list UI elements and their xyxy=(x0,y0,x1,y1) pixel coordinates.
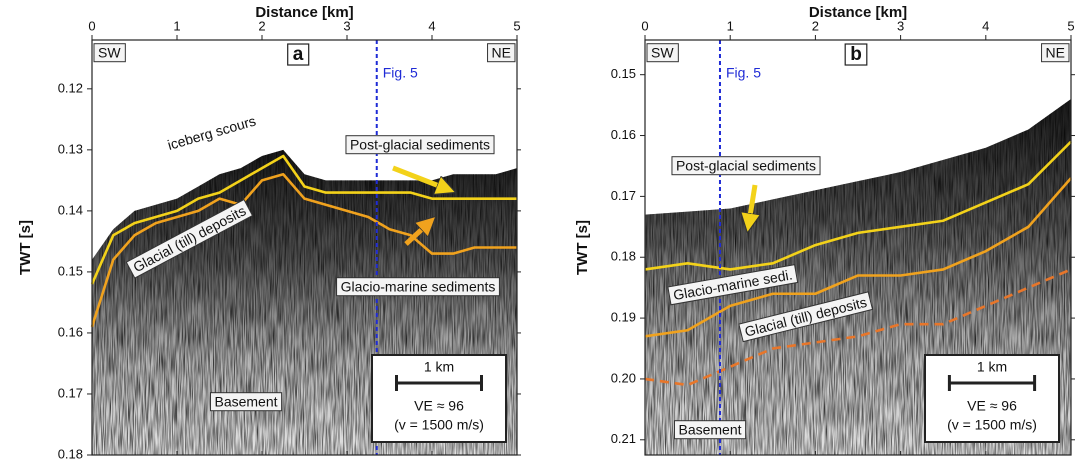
annotation-label: NE xyxy=(1046,45,1065,61)
x-tick-label: 0 xyxy=(641,18,648,33)
y-tick-label: 0.18 xyxy=(58,446,83,461)
label-box xyxy=(93,43,126,63)
label-box xyxy=(673,420,747,440)
label-box xyxy=(667,264,799,306)
annotation: Basement xyxy=(673,420,747,440)
y-tick-label: 0.15 xyxy=(611,66,636,81)
label-box xyxy=(209,392,283,412)
scale-label: 1 km xyxy=(977,359,1007,375)
panel: Fig. 5 0 1 2 3 4 5 0.15 0.16 0.17 0.18 0.19 0.20 0.21… xyxy=(574,4,1075,456)
annotation-label: Basement xyxy=(678,422,741,438)
arrow xyxy=(748,184,755,229)
y-tick-label: 0.18 xyxy=(611,249,636,264)
annotation-label: NE xyxy=(492,45,511,61)
y-tick-label: 0.21 xyxy=(611,431,636,446)
label-box xyxy=(671,156,821,176)
y-tick-label: 0.13 xyxy=(58,141,83,156)
y-tick-label: 0.12 xyxy=(58,80,83,95)
plot-frame xyxy=(644,39,1072,456)
arrow xyxy=(404,219,433,246)
label-box xyxy=(125,198,254,279)
arrow xyxy=(392,165,452,191)
scale-box xyxy=(371,354,507,443)
scale-note: VE ≈ 96 xyxy=(967,398,1017,414)
x-tick-label: 4 xyxy=(982,18,989,33)
annotation-label: Glacio-marine sediments xyxy=(341,279,496,295)
y-tick-label: 0.20 xyxy=(611,370,636,385)
scale-note: (v = 1500 m/s) xyxy=(947,417,1037,433)
annotation-label: SW xyxy=(651,45,674,61)
fig5-label: Fig. 5 xyxy=(383,65,418,81)
scale-box xyxy=(924,354,1060,443)
x-tick-label: 1 xyxy=(173,18,180,33)
y-tick-label: 0.16 xyxy=(58,324,83,339)
y-axis-title: TWT [s] xyxy=(574,220,591,275)
x-tick-label: 5 xyxy=(513,18,520,33)
x-tick-label: 2 xyxy=(812,18,819,33)
panel-letter-box xyxy=(844,43,868,66)
y-axis-title: TWT [s] xyxy=(17,220,34,275)
horizon-line xyxy=(644,177,1072,338)
y-tick-label: 0.15 xyxy=(58,263,83,278)
annotation-label: Basement xyxy=(214,394,277,410)
x-tick-label: 2 xyxy=(258,18,265,33)
annotation-label: Post-glacial sediments xyxy=(350,137,490,153)
annotation: iceberg scours xyxy=(166,113,258,153)
annotation-label: Post-glacial sediments xyxy=(676,158,816,174)
label-box xyxy=(345,135,495,155)
x-tick-label: 3 xyxy=(897,18,904,33)
x-axis-title: Distance [km] xyxy=(809,4,907,21)
label-box xyxy=(336,277,500,297)
annotation: Basement xyxy=(209,392,283,412)
horizon-line xyxy=(90,154,517,285)
panel: Fig. 5 0 1 2 3 4 5 0.12 0.13 0.14 0.15 0.16 0.17 0.18… xyxy=(17,4,521,461)
y-tick-label: 0.14 xyxy=(58,202,83,217)
scale-note: (v = 1500 m/s) xyxy=(394,417,484,433)
x-tick-label: 0 xyxy=(88,18,95,33)
annotation: Post-glacial sediments xyxy=(671,156,821,176)
label-box xyxy=(1041,43,1070,63)
label-box xyxy=(738,291,874,343)
panel-letter: a xyxy=(293,44,304,65)
horizon-line xyxy=(644,140,1072,271)
label-box xyxy=(646,43,679,63)
y-tick-label: 0.16 xyxy=(611,127,636,142)
x-tick-label: 5 xyxy=(1067,18,1074,33)
y-tick-label: 0.17 xyxy=(58,385,83,400)
scale-note: VE ≈ 96 xyxy=(414,398,464,414)
annotation: Glacio-marine sediments xyxy=(336,277,500,297)
fig5-label: Fig. 5 xyxy=(726,65,761,81)
panel-letter-box xyxy=(287,43,310,66)
panel-letter: b xyxy=(850,44,862,65)
x-tick-label: 3 xyxy=(343,18,350,33)
plot-frame xyxy=(91,39,518,456)
x-tick-label: 1 xyxy=(727,18,734,33)
y-tick-label: 0.17 xyxy=(611,188,636,203)
scale-label: 1 km xyxy=(424,359,454,375)
x-axis-title: Distance [km] xyxy=(255,4,353,21)
label-box xyxy=(487,43,516,63)
annotation-label: iceberg scours xyxy=(166,113,258,153)
annotation: Post-glacial sediments xyxy=(345,135,495,155)
annotation-label: SW xyxy=(98,45,121,61)
x-tick-label: 4 xyxy=(428,18,435,33)
horizon-line xyxy=(90,172,517,328)
y-tick-label: 0.19 xyxy=(611,310,636,325)
